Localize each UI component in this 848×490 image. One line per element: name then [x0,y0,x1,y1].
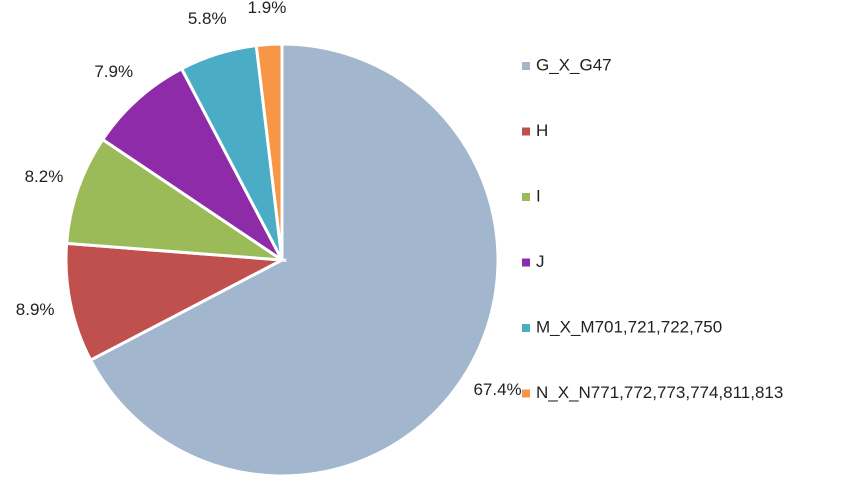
pie-slice [254,42,284,261]
legend-swatch [522,193,530,201]
legend-swatch [522,62,530,70]
legend-swatch [522,127,530,136]
data-label: 1.9% [248,0,287,17]
legend-label: M_X_M701,721,722,750 [536,317,722,336]
data-label: 8.9% [16,300,55,319]
pie-slice [65,137,288,262]
legend-label: N_X_N771,772,773,774,811,813 [536,383,783,402]
legend-swatch [522,258,530,267]
pie-slice [88,42,500,478]
legend-swatch [522,324,530,332]
data-label: 5.8% [188,9,227,28]
legend-label: I [536,186,541,205]
pie-slice [64,241,288,363]
legend-label: H [536,121,548,140]
data-label: 8.2% [25,167,64,186]
legend-swatch [522,389,530,398]
pie-slice [100,66,284,262]
legend-label: J [536,252,545,271]
data-label: 67.4% [473,380,521,399]
legend-label: G_X_G47 [536,55,612,74]
data-label: 7.9% [94,62,133,81]
